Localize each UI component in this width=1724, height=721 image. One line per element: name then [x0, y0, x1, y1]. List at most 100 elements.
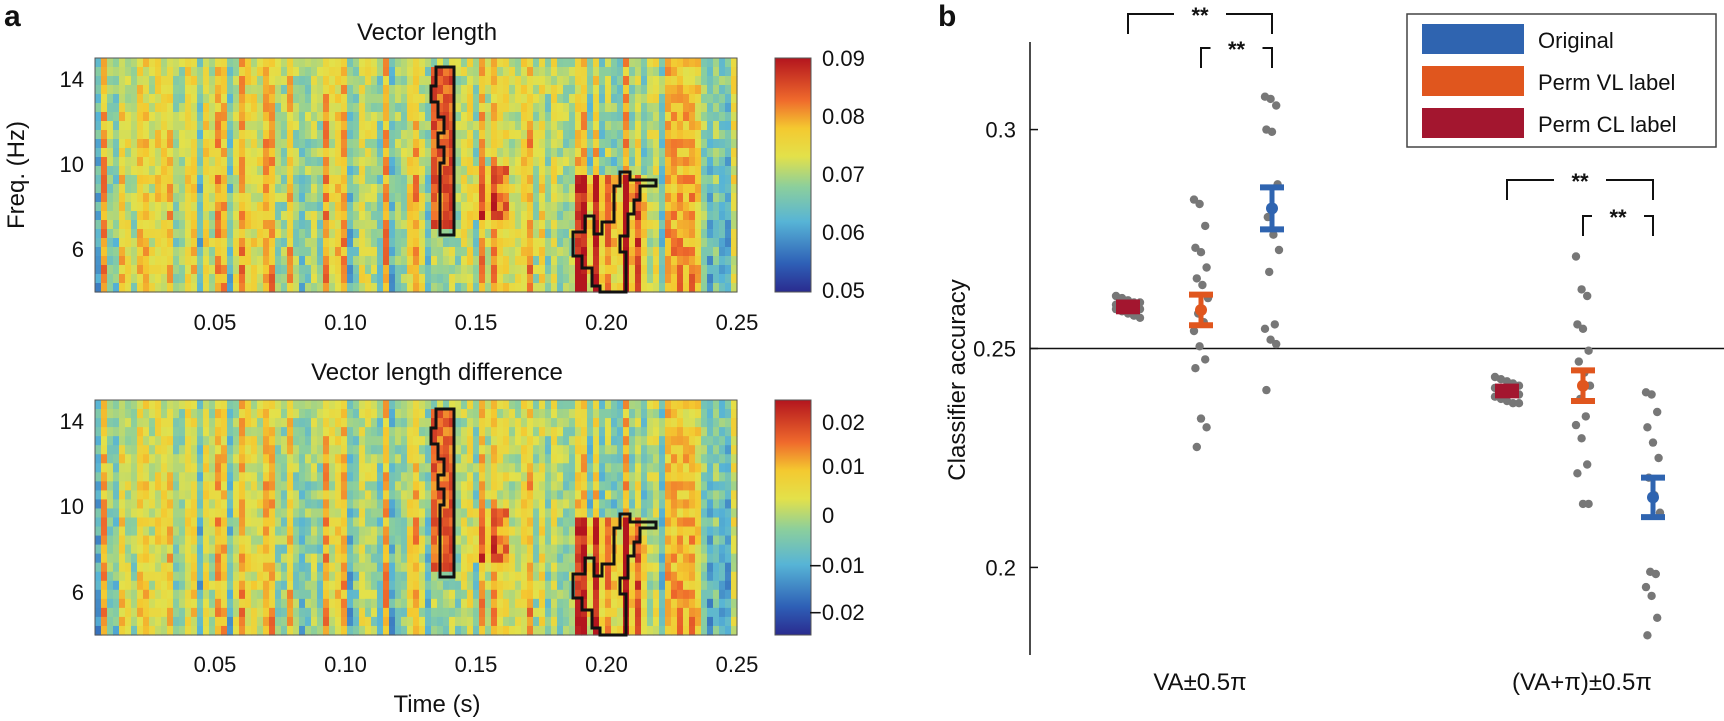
heatmap-cell: [137, 238, 144, 248]
heatmap-cell: [317, 562, 324, 573]
heatmap-cell: [257, 436, 264, 446]
heatmap-cell: [353, 85, 360, 95]
heatmap-cell: [233, 283, 240, 293]
heatmap-cell: [377, 139, 384, 149]
heatmap-cell: [161, 283, 168, 293]
heatmap-cell: [335, 85, 342, 95]
heatmap-cell: [419, 139, 426, 149]
heatmap-cell: [119, 238, 126, 248]
heatmap-cell: [383, 112, 390, 122]
heatmap-cell: [395, 616, 402, 627]
heatmap-cell: [323, 427, 330, 437]
heatmap-cell: [209, 562, 216, 573]
heatmap-cell: [425, 220, 432, 230]
heatmap-cell: [281, 544, 288, 555]
heatmap-cell: [707, 58, 714, 68]
heatmap-cell: [311, 562, 318, 573]
heatmap-cell: [263, 571, 270, 582]
heatmap-cell: [455, 67, 462, 77]
heatmap-cell: [689, 238, 696, 248]
heatmap-cell: [251, 616, 258, 627]
heatmap-cell: [131, 490, 138, 501]
heatmap-cell: [521, 427, 528, 437]
heatmap-cell: [347, 175, 354, 185]
heatmap-cell: [401, 535, 408, 546]
heatmap-cell: [155, 76, 162, 86]
heatmap-cell: [371, 211, 378, 221]
heatmap-cell: [383, 256, 390, 266]
heatmap-cell: [437, 598, 444, 609]
heatmap-cell: [719, 139, 726, 149]
heatmap-cell: [665, 238, 672, 248]
heatmap-cell: [491, 58, 498, 68]
heatmap-cell: [533, 436, 540, 446]
heatmap-cell: [437, 274, 444, 284]
heatmap-cell: [419, 238, 426, 248]
heatmap-cell: [101, 121, 108, 131]
heatmap-cell: [209, 220, 216, 230]
heatmap-cell: [389, 157, 396, 167]
heatmap-cell: [383, 166, 390, 176]
heatmap-cell: [707, 139, 714, 149]
heatmap-cell: [497, 625, 504, 636]
heatmap-cell: [101, 148, 108, 158]
heatmap-cell: [125, 607, 132, 618]
heatmap-cell: [527, 409, 534, 419]
heatmap-cell: [329, 400, 336, 410]
heatmap-cell: [305, 400, 312, 410]
heatmap-cell: [539, 211, 546, 221]
heatmap-cell: [179, 148, 186, 158]
heatmap-cell: [341, 265, 348, 275]
heatmap-cell: [347, 202, 354, 212]
heatmap-cell: [101, 157, 108, 167]
heatmap-cell: [179, 130, 186, 140]
heatmap-cell: [497, 166, 504, 176]
heatmap-cell: [317, 409, 324, 419]
heatmap-cell: [203, 67, 210, 77]
heatmap-cell: [161, 472, 168, 482]
heatmap-cell: [293, 418, 300, 428]
heatmap-cell: [131, 85, 138, 95]
heatmap-cell: [527, 220, 534, 230]
heatmap-cell: [341, 571, 348, 582]
heatmap-cell: [227, 445, 234, 455]
heatmap-cell: [461, 103, 468, 113]
heatmap-cell: [371, 238, 378, 248]
heatmap-cell: [401, 94, 408, 104]
heatmap-cell: [503, 229, 510, 239]
heatmap-cell: [239, 553, 246, 564]
heatmap-cell: [473, 193, 480, 203]
heatmap-cell: [425, 184, 432, 194]
heatmap-cell: [269, 184, 276, 194]
heatmap-cell: [131, 256, 138, 266]
heatmap-cell: [629, 94, 636, 104]
heatmap-cell: [131, 193, 138, 203]
heatmap-cell: [353, 67, 360, 77]
heatmap-cell: [455, 274, 462, 284]
heatmap-cell: [245, 427, 252, 437]
heatmap-cell: [281, 193, 288, 203]
heatmap-cell: [257, 157, 264, 167]
heatmap-cell: [257, 85, 264, 95]
heatmap-cell: [101, 265, 108, 275]
heatmap-cell: [221, 220, 228, 230]
heatmap-cell: [449, 166, 456, 176]
heatmap-cell: [299, 499, 306, 510]
heatmap-cell: [587, 445, 594, 455]
heatmap-cell: [287, 274, 294, 284]
heatmap-cell: [443, 148, 450, 158]
heatmap-cell: [233, 400, 240, 410]
heatmap-cell: [209, 427, 216, 437]
heatmap-cell: [143, 58, 150, 68]
heatmap-cell: [107, 76, 114, 86]
heatmap-cell: [107, 580, 114, 591]
heatmap-cell: [95, 400, 102, 410]
heatmap-cell: [431, 166, 438, 176]
heatmap-cell: [563, 121, 570, 131]
heatmap-cell: [695, 121, 702, 131]
heatmap-cell: [329, 256, 336, 266]
heatmap-cell: [203, 526, 210, 537]
heatmap-cell: [413, 598, 420, 609]
heatmap-cell: [281, 427, 288, 437]
heatmap-cell: [227, 481, 234, 491]
